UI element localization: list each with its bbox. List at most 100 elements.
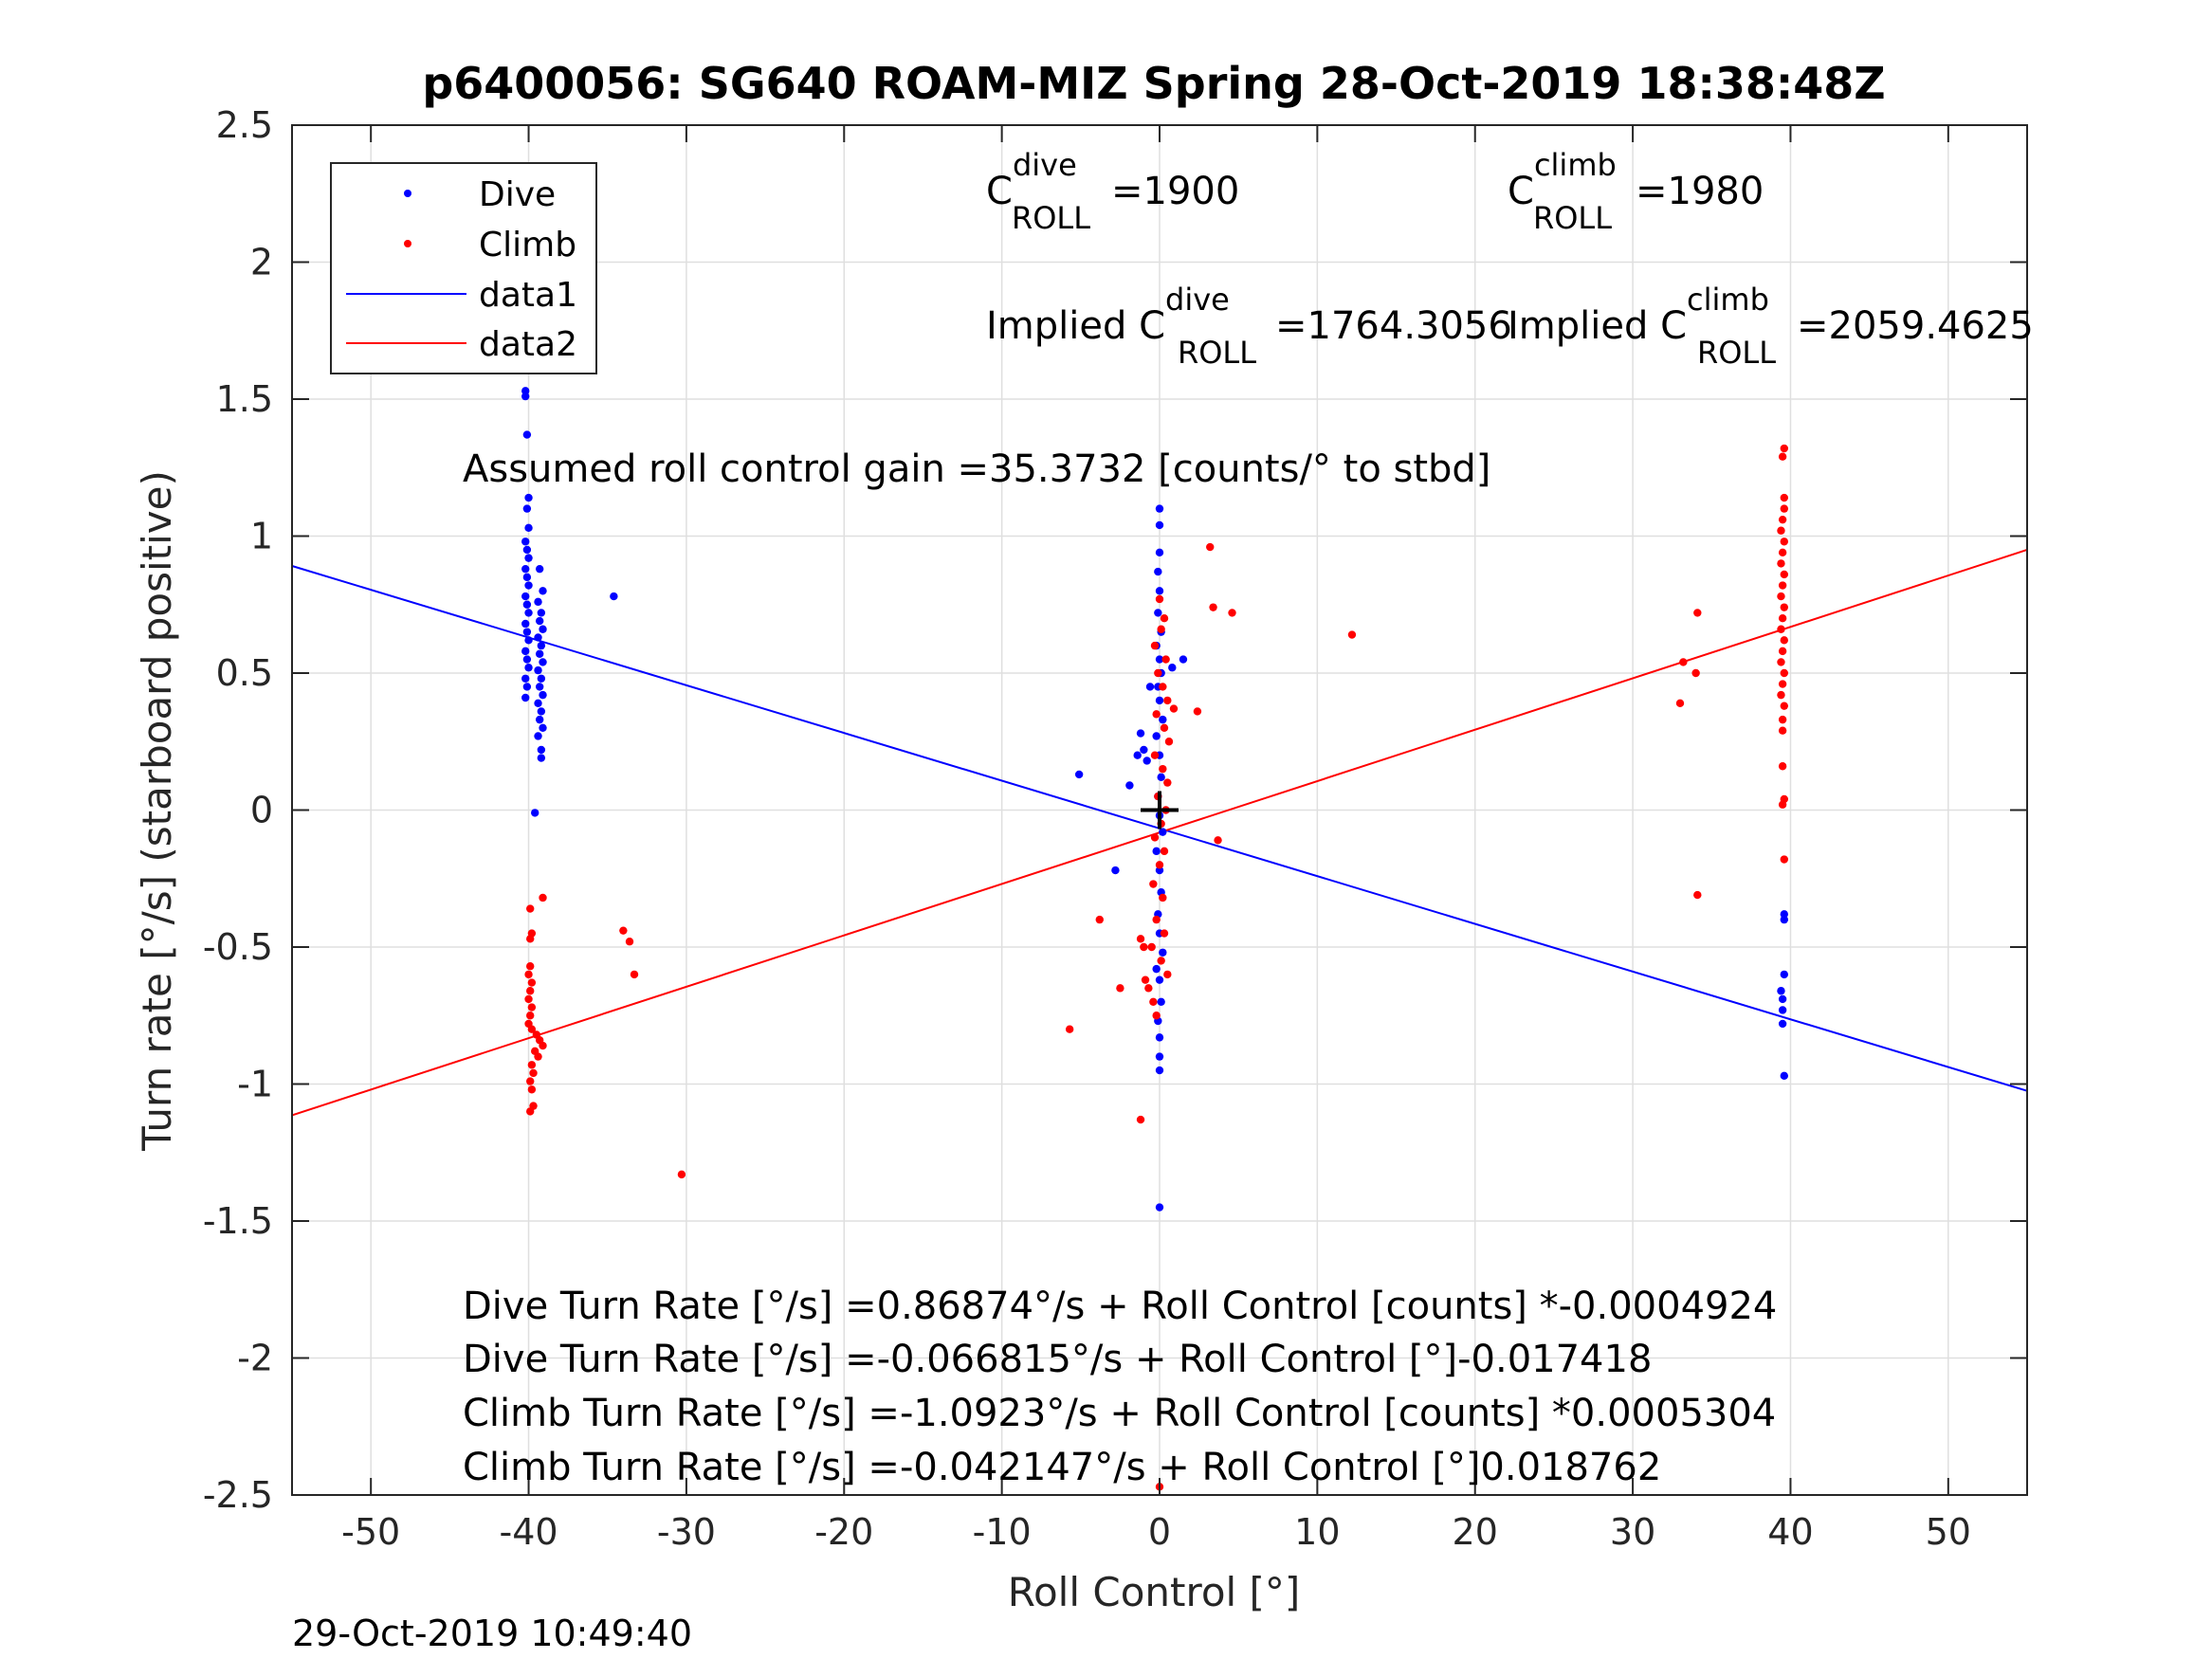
climb-point bbox=[1780, 702, 1789, 710]
dive-point bbox=[537, 745, 546, 755]
y-tick-label: 0.5 bbox=[216, 652, 273, 694]
climb-point bbox=[1777, 526, 1785, 535]
x-tick-labels: -50 -40 -30 -20 -10 0 10 20 30 40 50 bbox=[341, 1511, 1971, 1553]
c-dive-sub: ROLL bbox=[1012, 200, 1090, 236]
dive-point bbox=[1074, 770, 1084, 779]
climb-point bbox=[1777, 592, 1785, 601]
dive-point bbox=[1152, 847, 1161, 856]
climb-point bbox=[526, 1077, 535, 1085]
dive-point bbox=[1780, 1071, 1789, 1081]
climb-point bbox=[1675, 699, 1685, 707]
dive-point bbox=[1777, 987, 1785, 995]
climb-point bbox=[1777, 658, 1785, 666]
dive-point bbox=[1778, 1019, 1787, 1029]
timestamp: 29-Oct-2019 10:49:40 bbox=[292, 1613, 692, 1654]
climb-point bbox=[1140, 942, 1148, 952]
legend-label-data1: data1 bbox=[479, 276, 577, 315]
climb-point bbox=[1150, 641, 1160, 650]
dive-point bbox=[1136, 729, 1145, 738]
implied-climb-annotation: Implied Cclimb ROLL =2059.4625 bbox=[1508, 282, 2034, 371]
y-tick-label: -2 bbox=[237, 1338, 273, 1379]
climb-point bbox=[1777, 690, 1785, 700]
dive-point bbox=[535, 683, 544, 691]
climb-point bbox=[1780, 570, 1789, 579]
climb-point bbox=[1161, 655, 1170, 664]
climb-point bbox=[1065, 1025, 1074, 1033]
climb-point bbox=[1159, 683, 1167, 691]
c-climb-annotation: Cclimb ROLL =1980 bbox=[1508, 147, 1764, 236]
climb-point bbox=[539, 1041, 547, 1050]
climb-point bbox=[1157, 957, 1165, 965]
dive-point bbox=[1125, 781, 1134, 790]
y-tick-label: 0 bbox=[250, 790, 273, 831]
data-points bbox=[521, 387, 1789, 1491]
y-axis-label: Turn rate [°/s] (starboard positive) bbox=[134, 470, 180, 1152]
dive-point bbox=[1159, 715, 1167, 724]
climb-point bbox=[1206, 542, 1215, 552]
dive-point bbox=[1157, 773, 1165, 782]
climb-point bbox=[1780, 504, 1789, 513]
dive-point bbox=[537, 609, 546, 617]
climb-point bbox=[1693, 890, 1702, 900]
climb-point bbox=[1778, 614, 1787, 623]
climb-point bbox=[1152, 1012, 1161, 1020]
dive-point bbox=[531, 809, 539, 817]
dive-point bbox=[522, 573, 532, 582]
climb-point bbox=[1149, 880, 1158, 888]
x-tick-label: -40 bbox=[500, 1511, 558, 1553]
c-climb-base: C bbox=[1508, 170, 1534, 213]
dive-point bbox=[522, 628, 532, 636]
dive-point bbox=[534, 665, 542, 675]
y-tick-label: 2 bbox=[250, 242, 273, 283]
x-tick-label: -30 bbox=[657, 1511, 716, 1553]
dive-point bbox=[1155, 1066, 1164, 1075]
climb-point bbox=[1228, 609, 1236, 617]
dive-point bbox=[521, 693, 530, 702]
climb-point bbox=[539, 893, 547, 902]
dive-point bbox=[1155, 866, 1164, 875]
climb-point bbox=[1160, 847, 1169, 856]
climb-point bbox=[526, 1107, 535, 1116]
climb-point bbox=[1160, 614, 1169, 623]
dive-point bbox=[1155, 1203, 1164, 1212]
dive-point bbox=[537, 641, 546, 650]
dive-point bbox=[524, 609, 533, 617]
dive-point bbox=[539, 625, 547, 633]
dive-point bbox=[535, 616, 544, 626]
climb-point bbox=[1163, 696, 1172, 705]
climb-point bbox=[526, 935, 535, 943]
dive-point bbox=[522, 545, 532, 555]
c-climb-sup: climb bbox=[1534, 147, 1617, 183]
c-dive-value: =1900 bbox=[1111, 170, 1239, 213]
y-tick-label: -1.5 bbox=[203, 1200, 273, 1242]
dive-point bbox=[537, 707, 546, 716]
implied-climb-sup: climb bbox=[1687, 282, 1769, 318]
climb-point bbox=[1780, 538, 1789, 546]
dive-point bbox=[524, 523, 533, 533]
climb-point bbox=[1347, 630, 1357, 639]
x-tick-label: 20 bbox=[1453, 1511, 1498, 1553]
climb-point bbox=[625, 938, 634, 946]
y-tick-label: -1 bbox=[237, 1064, 273, 1105]
dive-point bbox=[535, 715, 544, 724]
y-tick-label: -0.5 bbox=[203, 926, 273, 968]
c-climb-value: =1980 bbox=[1636, 170, 1764, 213]
climb-point bbox=[527, 978, 537, 987]
climb-point bbox=[527, 1003, 537, 1012]
climb-point bbox=[1693, 609, 1702, 617]
legend-label-climb: Climb bbox=[479, 226, 576, 264]
y-tick-label: 1.5 bbox=[216, 378, 273, 420]
x-tick-label: 0 bbox=[1148, 1511, 1171, 1553]
dive-point bbox=[534, 633, 542, 642]
dive-point bbox=[1152, 964, 1161, 974]
dive-point bbox=[521, 674, 530, 683]
climb-point bbox=[526, 904, 535, 913]
dive-point bbox=[524, 554, 533, 562]
dive-point bbox=[534, 597, 542, 607]
c-dive-base: C bbox=[986, 170, 1013, 213]
dive-point bbox=[522, 504, 532, 513]
fit-annotation-4: Climb Turn Rate [°/s] =-0.042147°/s + Ro… bbox=[463, 1446, 1661, 1489]
climb-point bbox=[1155, 594, 1164, 604]
climb-point bbox=[1780, 855, 1789, 864]
